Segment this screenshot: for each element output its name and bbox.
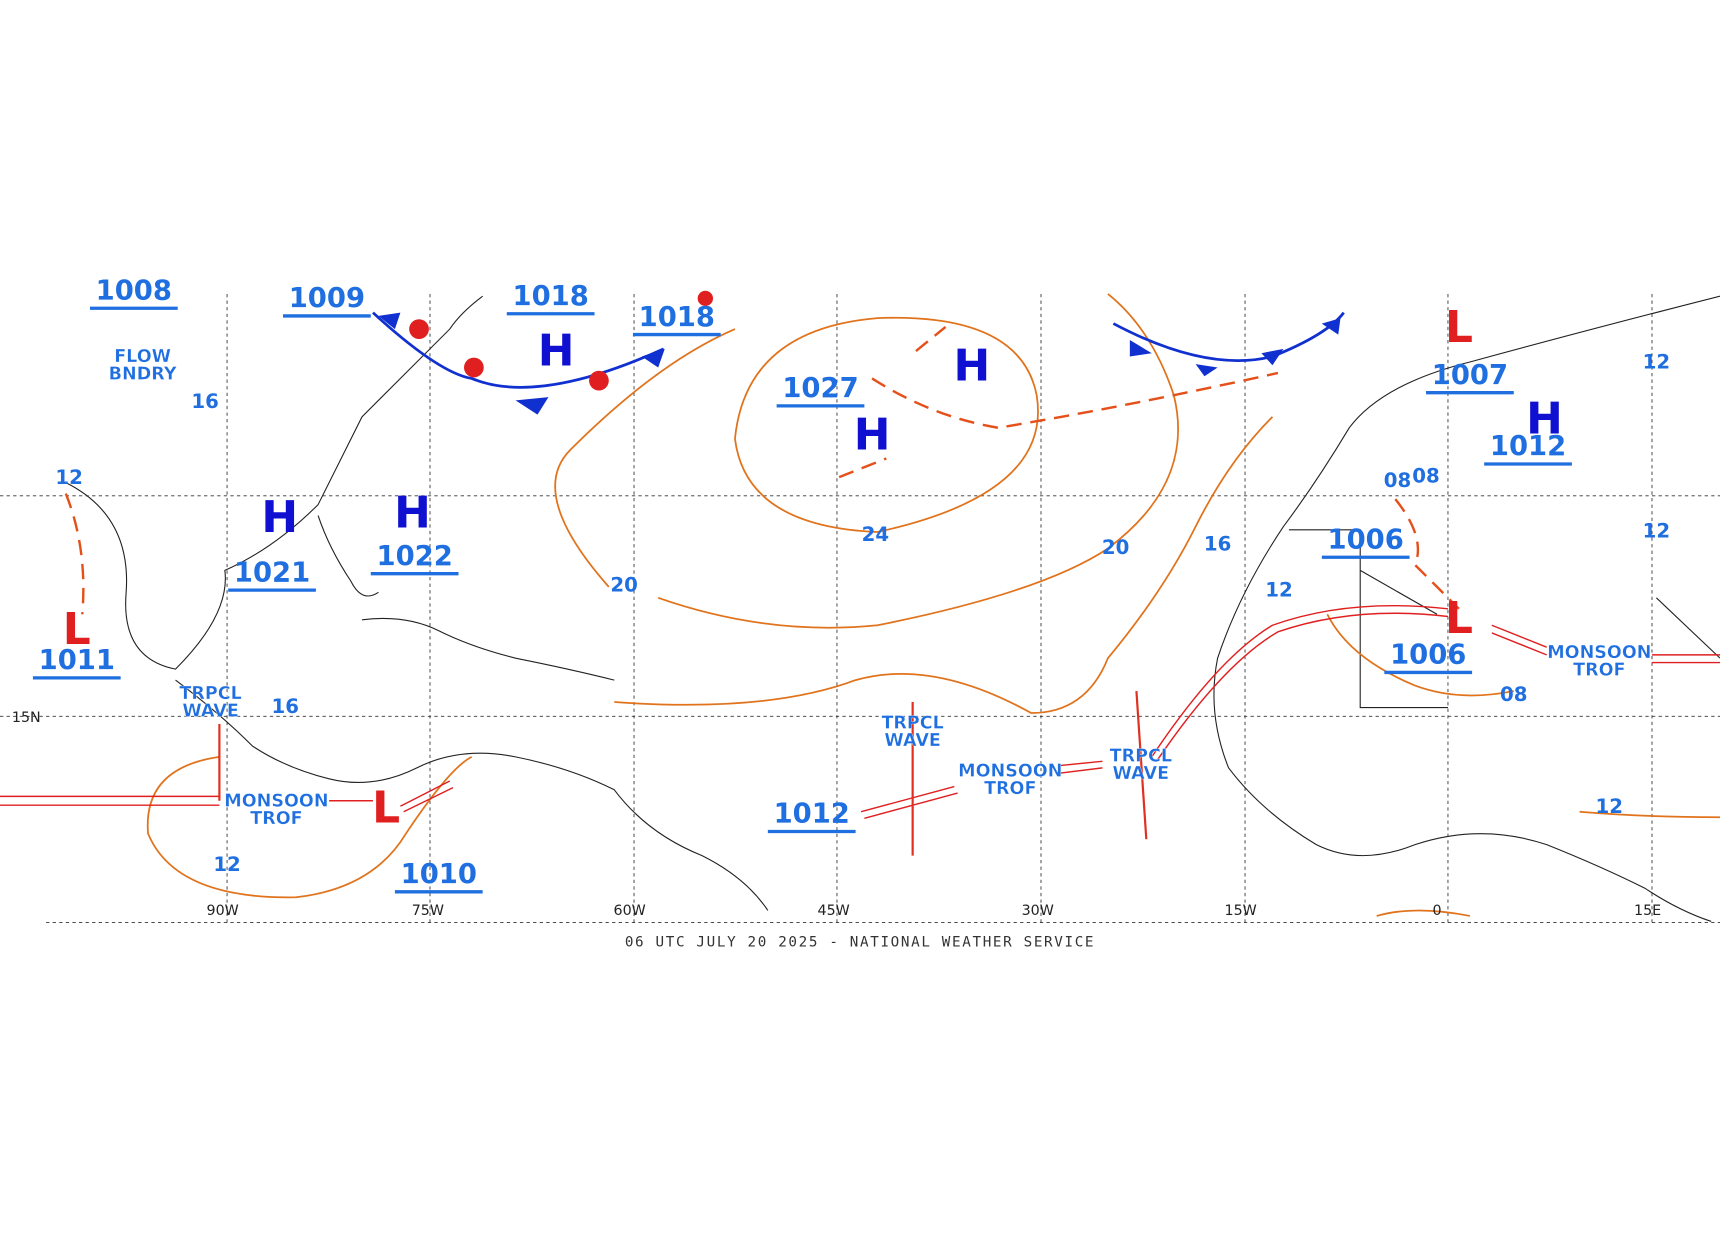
- feature-label: MONSOON: [1547, 643, 1651, 663]
- feature-label: WAVE: [1113, 764, 1170, 784]
- isobar-label: 08: [1412, 465, 1439, 488]
- isobar-label: 24: [862, 523, 889, 546]
- feature-label: TROF: [250, 809, 302, 829]
- troughs: [64, 325, 1460, 615]
- pressure-value: 1012: [774, 799, 850, 830]
- feature-label: MONSOON: [224, 791, 328, 811]
- feature-label: TROF: [984, 779, 1036, 799]
- longitude-label: 90W: [207, 903, 239, 919]
- feature-label: TRPCL: [1110, 746, 1172, 766]
- longitude-label: 15E: [1634, 903, 1661, 919]
- fronts: [372, 290, 1345, 415]
- longitude-label: 45W: [818, 903, 850, 919]
- feature-label: FLOW: [114, 347, 171, 367]
- map-area: [0, 293, 1720, 923]
- low-center: L: [1445, 302, 1473, 353]
- pressure-value: 1022: [377, 541, 453, 572]
- longitude-label: 15W: [1225, 903, 1257, 919]
- high-center: H: [1526, 393, 1563, 444]
- isobar-label: 12: [1643, 520, 1670, 543]
- labels: 06 UTC JULY 20 2025 - NATIONAL WEATHER S…: [12, 275, 1670, 950]
- feature-label: TRPCL: [179, 684, 241, 704]
- high-center: H: [394, 488, 431, 539]
- low-center: L: [372, 783, 400, 834]
- pressure-value: 1018: [513, 281, 589, 312]
- coastlines: [65, 295, 1720, 922]
- feature-label: TROF: [1573, 661, 1625, 681]
- map-layer: 06 UTC JULY 20 2025 - NATIONAL WEATHER S…: [0, 275, 1720, 951]
- high-center: H: [538, 325, 575, 376]
- isobar-label: 16: [271, 695, 298, 718]
- low-center: L: [63, 604, 91, 655]
- feature-label: BNDRY: [109, 365, 177, 385]
- longitude-label: 0: [1432, 903, 1441, 919]
- pressure-value: 1006: [1390, 640, 1466, 671]
- high-center: H: [261, 492, 298, 543]
- footer: 06 UTC JULY 20 2025 - NATIONAL WEATHER S…: [625, 935, 1095, 951]
- isobar-label: 20: [610, 573, 637, 596]
- isobar-label: 12: [1595, 795, 1622, 818]
- feature-label: WAVE: [884, 731, 941, 751]
- feature-label: WAVE: [182, 701, 239, 721]
- pressure-value: 1021: [234, 557, 310, 588]
- isobar-label: 16: [191, 390, 218, 413]
- longitude-label: 60W: [614, 903, 646, 919]
- isobar-label: 08: [1500, 683, 1527, 706]
- isobars: [146, 293, 1720, 917]
- pressure-value: 1012: [1490, 431, 1566, 462]
- longitude-label: 30W: [1022, 903, 1054, 919]
- pressure-value: 1009: [289, 283, 365, 314]
- isobar-label: 16: [1204, 533, 1231, 556]
- isobar-label: 12: [213, 853, 240, 876]
- isobar-label: 12: [55, 466, 82, 489]
- pressure-value: 1006: [1328, 524, 1404, 555]
- high-center: H: [854, 410, 891, 461]
- pressure-value: 1018: [639, 302, 715, 333]
- low-center: L: [1445, 593, 1473, 644]
- isobar-label: 12: [1643, 351, 1670, 374]
- pressure-value: 1007: [1432, 360, 1508, 391]
- monsoon-trough: [0, 604, 1720, 856]
- isobar-label: 08: [1384, 469, 1411, 492]
- isobar-label: 20: [1102, 536, 1129, 559]
- feature-label: TRPCL: [881, 713, 943, 733]
- longitude-label: 75W: [412, 903, 444, 919]
- feature-label: MONSOON: [958, 762, 1062, 782]
- high-center: H: [954, 341, 991, 392]
- pressure-value: 1011: [39, 645, 115, 676]
- pressure-value: 1010: [401, 859, 477, 890]
- isobar-label: 12: [1265, 579, 1292, 602]
- pressure-value: 1008: [96, 275, 172, 306]
- latitude-label: 15N: [12, 710, 41, 726]
- pressure-value: 1027: [782, 373, 858, 404]
